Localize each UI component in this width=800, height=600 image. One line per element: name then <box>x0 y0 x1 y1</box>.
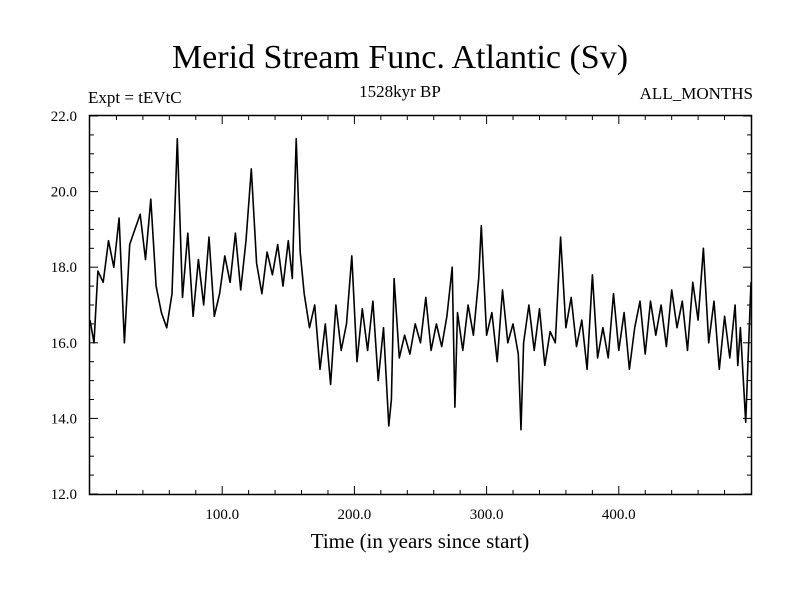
x-tick-label: 300.0 <box>470 507 504 523</box>
y-tick-label: 16.0 <box>51 336 77 352</box>
axis-ticks: 100.0 200.0 300.0 400.0 12.0 14.0 16.0 18.0 20.0… <box>51 109 751 523</box>
x-axis-label: Time (in years since start) <box>311 529 530 553</box>
period-label: 1528kyr BP <box>359 82 441 101</box>
series-line <box>89 137 752 431</box>
x-tick-label: 400.0 <box>602 507 636 523</box>
series-group <box>89 137 752 431</box>
experiment-label: Expt = tEVtC <box>88 88 182 107</box>
y-tick-label: 18.0 <box>51 260 77 276</box>
y-tick-label: 12.0 <box>51 487 77 503</box>
x-tick-label: 200.0 <box>338 507 372 523</box>
plot-frame <box>88 114 753 496</box>
chart-title: Merid Stream Func. Atlantic (Sv) <box>171 39 629 76</box>
x-tick-label: 100.0 <box>205 507 239 523</box>
y-tick-label: 20.0 <box>51 185 77 201</box>
y-tick-label: 14.0 <box>51 411 77 427</box>
months-label: ALL_MONTHS <box>639 84 753 103</box>
y-tick-label: 22.0 <box>51 109 77 125</box>
